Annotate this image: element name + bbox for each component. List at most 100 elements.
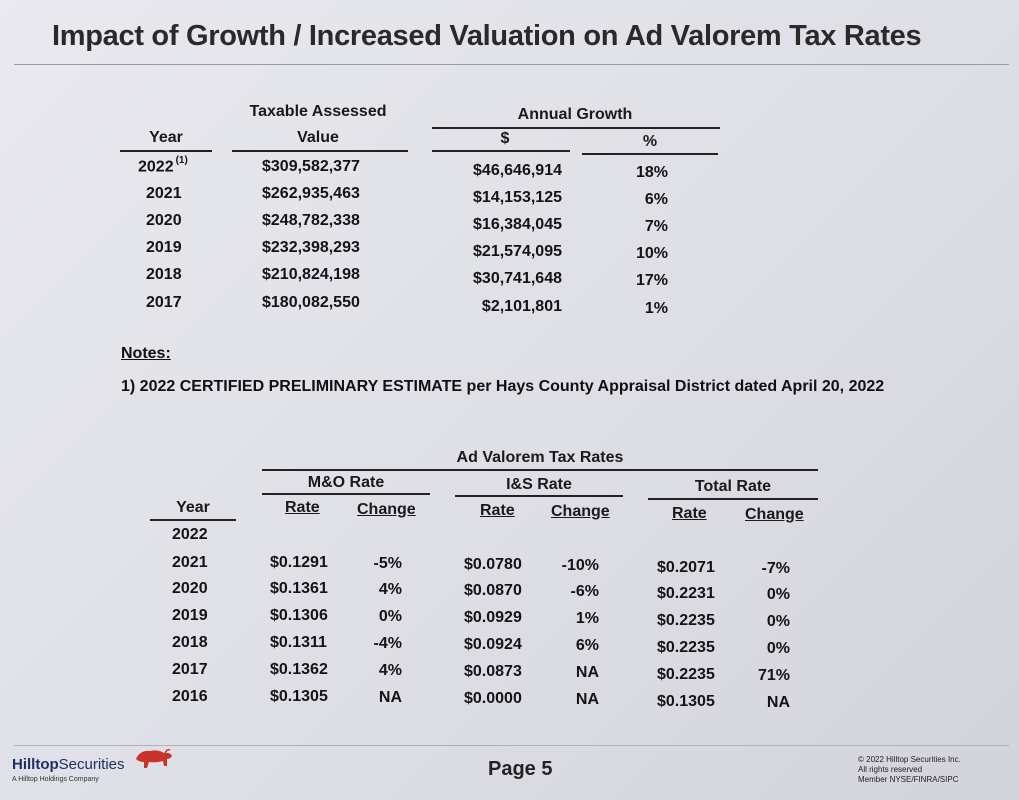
row-year: 2016 xyxy=(172,688,208,705)
row-value: $309,582,377 xyxy=(262,158,360,175)
row-value: $210,824,198 xyxy=(262,266,360,283)
row-growth-dollar: $46,646,914 xyxy=(473,162,562,179)
tav-header-line1: Taxable Assessed xyxy=(249,103,387,120)
total-rate-rule xyxy=(648,498,818,500)
total-change: -7% xyxy=(761,560,790,577)
is-change: NA xyxy=(575,691,599,708)
copyright-notice: © 2022 Hilltop Securities Inc. All right… xyxy=(858,755,1008,785)
annual-growth-rule xyxy=(432,127,720,129)
growth-dollar-rule xyxy=(432,150,570,152)
annual-growth-header: Annual Growth xyxy=(517,106,633,123)
year-header-rule xyxy=(120,150,212,152)
title-divider xyxy=(14,64,1009,65)
is-change: 1% xyxy=(575,610,599,627)
row-value: $232,398,293 xyxy=(262,239,360,256)
tav-header-rule xyxy=(232,150,408,152)
total-change: 0% xyxy=(766,640,790,657)
row-year: 2020 xyxy=(172,580,208,597)
is-rate: $0.0929 xyxy=(464,609,522,626)
row-value: $180,082,550 xyxy=(262,294,360,311)
total-change-col-header: Change xyxy=(745,506,804,523)
mo-change: 4% xyxy=(378,581,402,598)
total-rate: $0.2235 xyxy=(657,639,715,656)
is-rate: $0.0780 xyxy=(464,556,522,573)
total-rate: $0.1305 xyxy=(657,693,715,710)
row-growth-pct: 1% xyxy=(644,300,668,317)
growth-dollar-header: $ xyxy=(500,130,510,147)
is-rate: $0.0873 xyxy=(464,663,522,680)
year-header-rule xyxy=(150,519,236,521)
mo-change: 0% xyxy=(378,608,402,625)
mo-rate: $0.1305 xyxy=(270,688,328,705)
is-change: -10% xyxy=(561,557,599,574)
total-rate-col-header: Rate xyxy=(672,505,707,522)
mo-change: -5% xyxy=(373,555,402,572)
total-rate-header: Total Rate xyxy=(694,478,772,495)
mo-change: -4% xyxy=(373,635,402,652)
year-header: Year xyxy=(176,499,210,516)
row-year: 2017 xyxy=(172,661,208,678)
row-year: 2018 xyxy=(146,266,182,283)
row-value: $262,935,463 xyxy=(262,185,360,202)
copyright-line: © 2022 Hilltop Securities Inc. xyxy=(858,755,961,764)
mo-rate: $0.1362 xyxy=(270,661,328,678)
rights-line: All rights reserved xyxy=(858,765,923,774)
total-change: 0% xyxy=(766,586,790,603)
company-tagline: A Hilltop Holdings Company xyxy=(12,776,99,783)
row-year: 2017 xyxy=(146,294,182,311)
is-change: NA xyxy=(575,664,599,681)
mo-change-col-header: Change xyxy=(357,501,416,518)
bison-logo-icon xyxy=(136,749,172,768)
is-rate-rule xyxy=(455,495,623,497)
tax-rates-group-header: Ad Valorem Tax Rates xyxy=(456,449,624,466)
total-change: 0% xyxy=(766,613,790,630)
total-rate: $0.2235 xyxy=(657,612,715,629)
total-change: 71% xyxy=(757,667,790,684)
total-rate: $0.2235 xyxy=(657,666,715,683)
mo-rate-rule xyxy=(262,493,430,495)
row-growth-pct: 18% xyxy=(635,164,668,181)
notes-heading: Notes: xyxy=(121,345,171,362)
row-year: 2019 xyxy=(146,239,182,256)
footnote-marker: (1) xyxy=(175,155,188,166)
total-change: NA xyxy=(766,694,790,711)
growth-pct-header: % xyxy=(642,133,658,150)
row-year: 2021 xyxy=(146,185,182,202)
logo-thin: Securities xyxy=(58,756,125,773)
mo-rate: $0.1311 xyxy=(270,634,327,651)
tax-rates-group-rule xyxy=(262,469,818,471)
row-growth-pct: 6% xyxy=(644,191,668,208)
year-header: Year xyxy=(149,129,183,146)
is-rate: $0.0924 xyxy=(464,636,522,653)
row-year: 2020 xyxy=(146,212,182,229)
mo-change: 4% xyxy=(378,662,402,679)
growth-pct-rule xyxy=(582,153,718,155)
footer-divider xyxy=(14,745,1009,746)
row-year: 2019 xyxy=(172,607,208,624)
page-title: Impact of Growth / Increased Valuation o… xyxy=(52,20,922,52)
is-change: 6% xyxy=(575,637,599,654)
mo-rate-col-header: Rate xyxy=(285,499,320,516)
row-growth-dollar: $14,153,125 xyxy=(473,189,562,206)
row-growth-pct: 7% xyxy=(644,218,668,235)
row-year: 2022 (1) xyxy=(138,155,188,176)
logo-bold: Hilltop xyxy=(12,756,59,773)
row-year: 2021 xyxy=(172,554,208,571)
is-rate: $0.0870 xyxy=(464,582,522,599)
mo-change: NA xyxy=(378,689,402,706)
row-year: 2022 xyxy=(172,526,208,543)
page-number: Page 5 xyxy=(488,758,553,780)
is-rate-col-header: Rate xyxy=(480,502,515,519)
tav-header-line2: Value xyxy=(297,129,339,146)
row-value: $248,782,338 xyxy=(262,212,360,229)
row-growth-dollar: $30,741,648 xyxy=(473,270,562,287)
mo-rate: $0.1361 xyxy=(270,580,328,597)
mo-rate: $0.1306 xyxy=(270,607,328,624)
total-rate: $0.2231 xyxy=(657,585,715,602)
member-line: Member NYSE/FINRA/SIPC xyxy=(858,775,959,784)
row-growth-pct: 10% xyxy=(635,245,668,262)
row-year: 2018 xyxy=(172,634,208,651)
is-rate-header: I&S Rate xyxy=(506,476,572,493)
total-rate: $0.2071 xyxy=(657,559,715,576)
note-1: 1) 2022 CERTIFIED PRELIMINARY ESTIMATE p… xyxy=(121,378,885,395)
